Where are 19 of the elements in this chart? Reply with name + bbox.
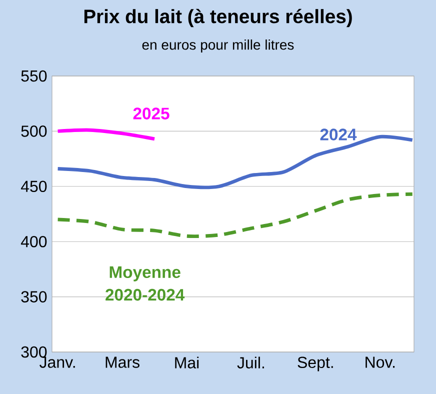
series-label: 2025 bbox=[133, 108, 170, 120]
chart-title: Prix du lait (à teneurs réelles) bbox=[84, 8, 352, 28]
y-tick-label: 400 bbox=[20, 236, 47, 248]
x-tick-label: Sept. bbox=[298, 356, 333, 372]
x-tick-label: Juil. bbox=[237, 356, 264, 368]
x-tick-label: Mai bbox=[175, 356, 199, 368]
x-tick-label: Janv. bbox=[40, 356, 75, 368]
y-tick-label: 450 bbox=[20, 180, 47, 192]
y-tick-label: 550 bbox=[21, 70, 47, 82]
x-tick-label: Mars bbox=[106, 356, 140, 368]
y-tick-label: 350 bbox=[21, 291, 47, 302]
chart-subtitle: en euros pour mille litres bbox=[142, 39, 294, 53]
series-label: Moyenne 2020-2024 bbox=[106, 266, 185, 301]
line-series bbox=[56, 192, 414, 238]
y-tick-label: 300 bbox=[21, 346, 47, 358]
x-tick-label: Nov. bbox=[366, 356, 395, 368]
line-series bbox=[56, 128, 156, 141]
y-tick-label: 500 bbox=[21, 126, 47, 137]
series-label: 2024 bbox=[320, 128, 357, 140]
